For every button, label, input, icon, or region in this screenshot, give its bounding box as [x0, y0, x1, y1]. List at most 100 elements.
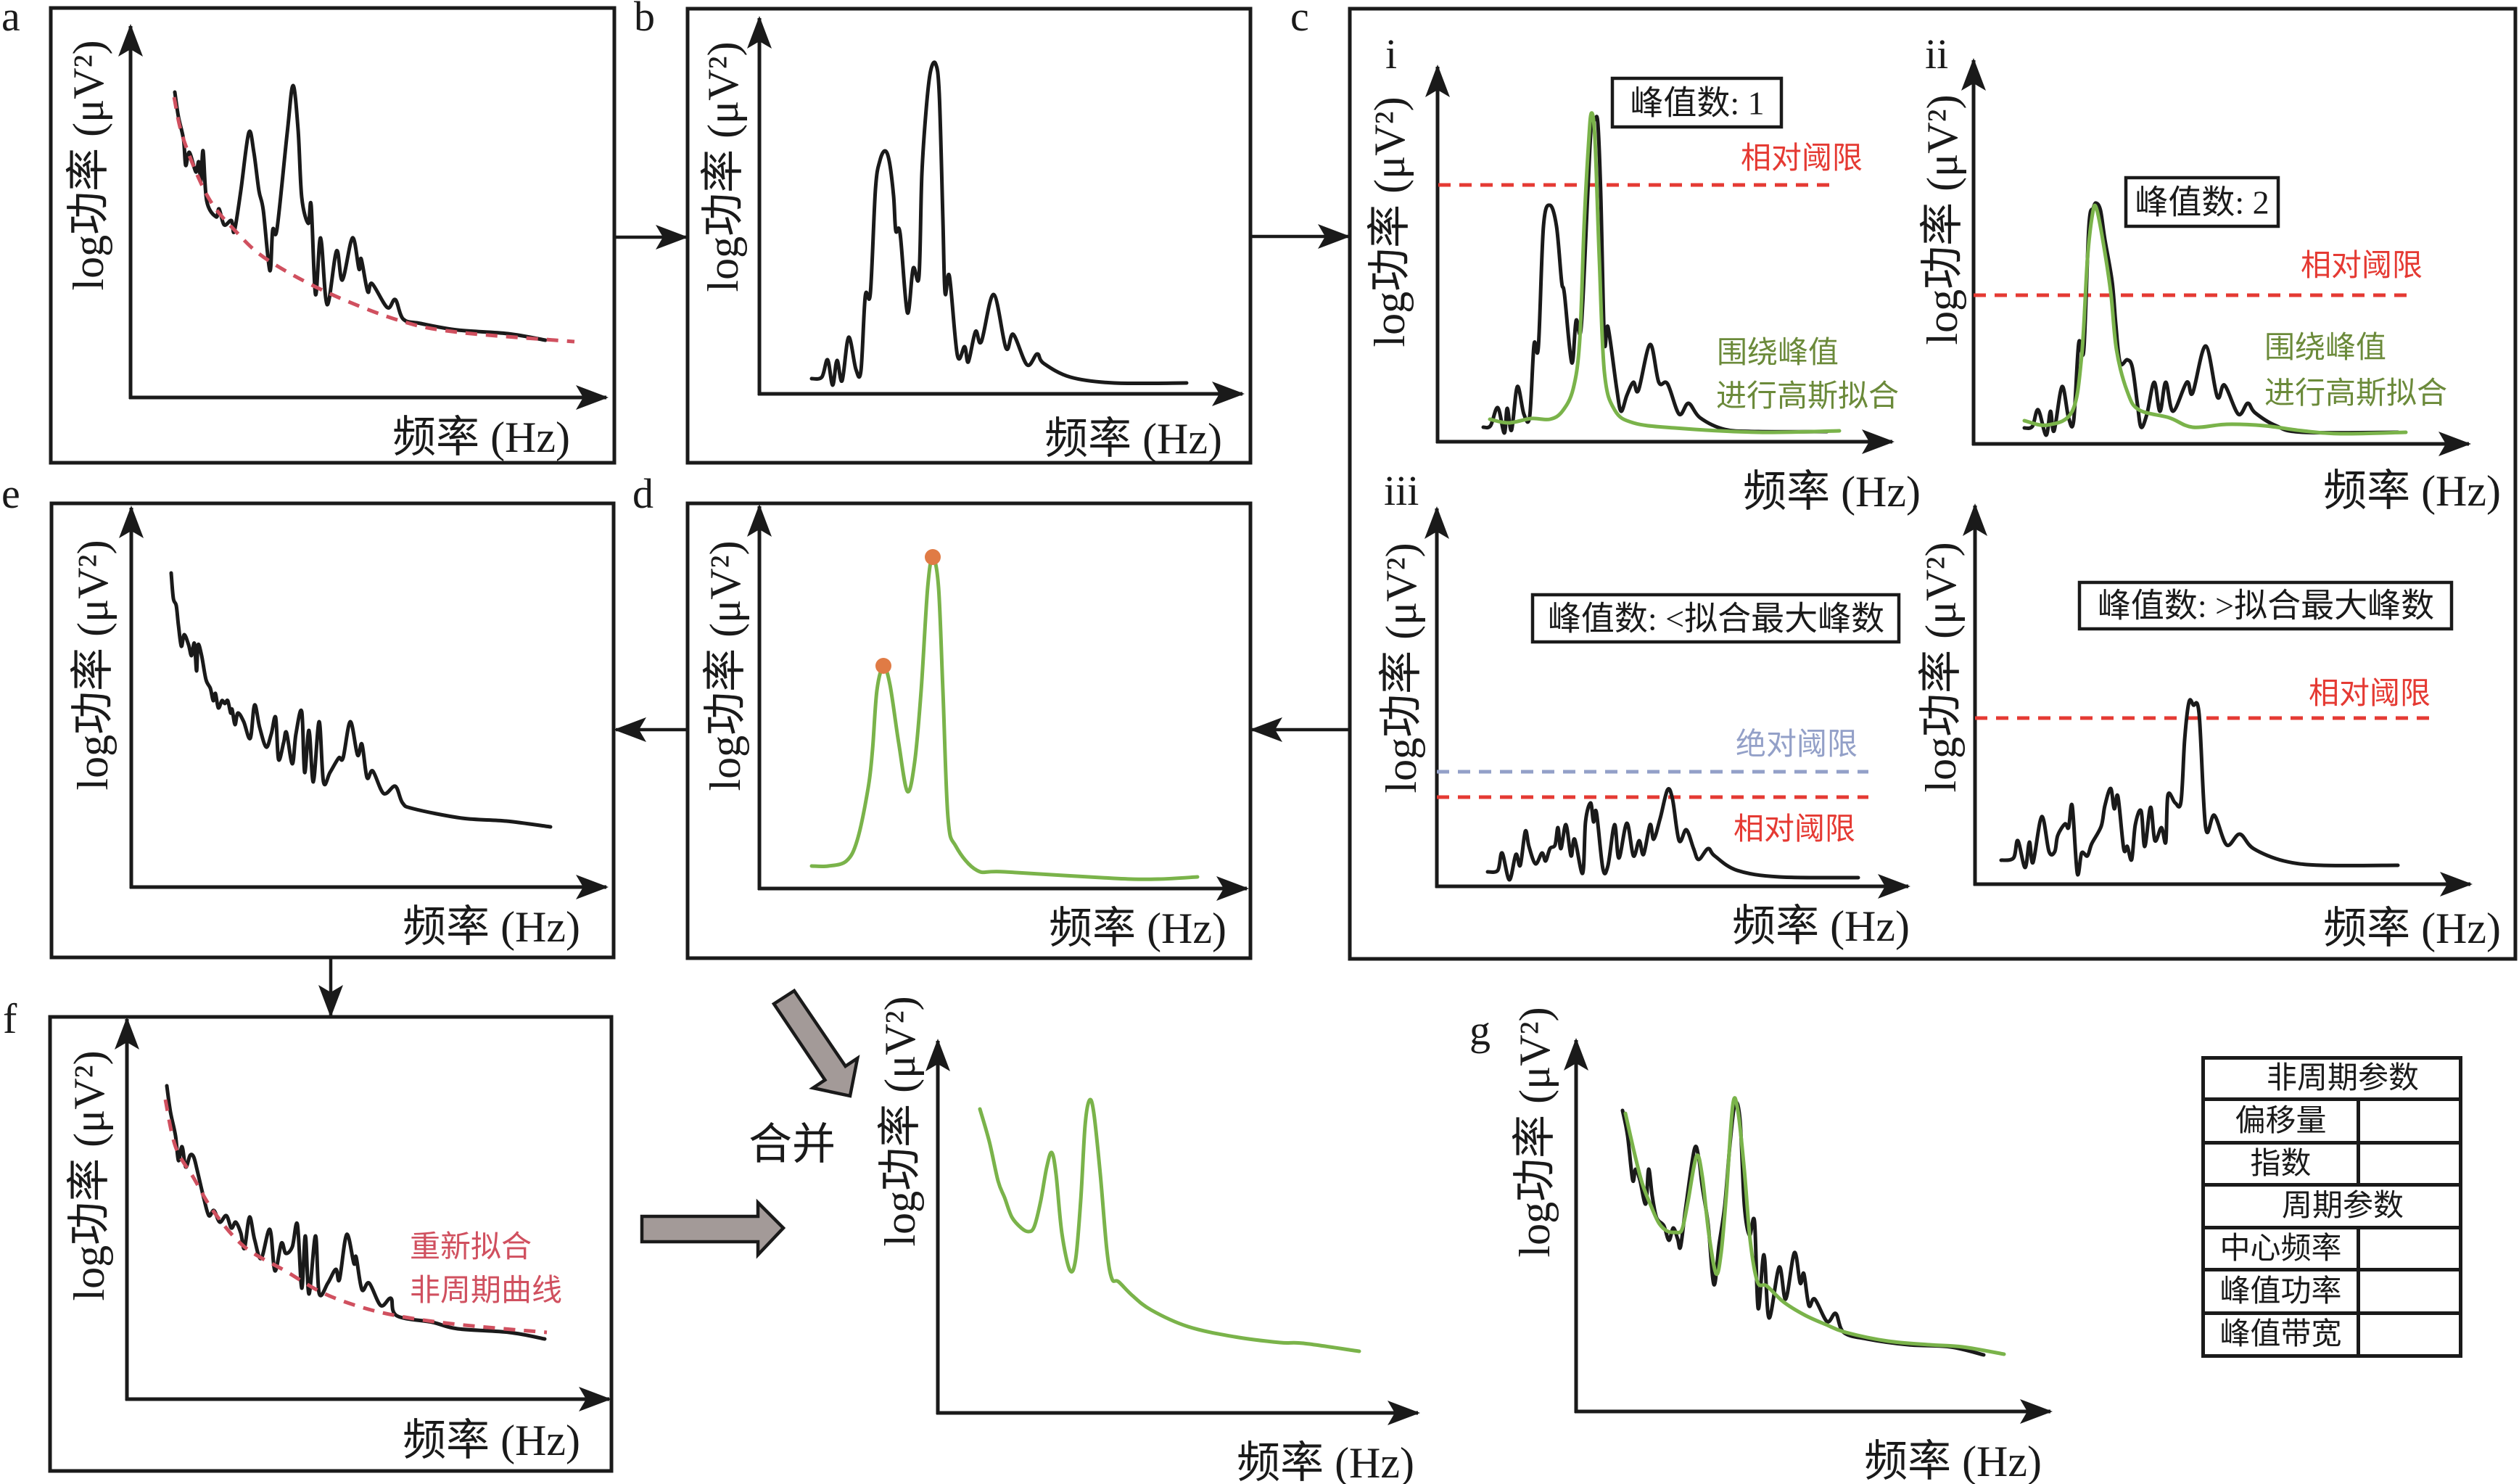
gaussian-fit-note-line1: 围绕峰值	[2264, 331, 2386, 365]
relative-threshold-label: 相对阈限	[2301, 250, 2423, 283]
table-row: 指数	[2201, 1141, 2463, 1187]
subpanel-c-iv: 频率 (Hz) log功率 (μV²) 相对阈限 峰值数: >拟合最大峰数	[1917, 503, 2501, 952]
panel-a: a 频率 (Hz) log功率 (μV²)	[1, 0, 617, 465]
peak-marker	[925, 549, 941, 565]
parameter-table: 非周期参数 偏移量 指数 周期参数 中心频率 峰值功率 峰值带宽	[2201, 1056, 2463, 1358]
param-value-center-frequency	[2356, 1226, 2463, 1271]
x-axis-label: 频率 (Hz)	[1732, 902, 1910, 950]
full-model-curve	[978, 1097, 1361, 1353]
param-value-exponent	[2356, 1141, 2463, 1187]
refit-note-line2: 非周期曲线	[410, 1274, 562, 1308]
flattened-spectrum-curve	[1999, 698, 2400, 877]
panel-d: d 频率 (Hz) log功率 (μV²)	[632, 470, 1253, 960]
x-axis-label: 频率 (Hz)	[1743, 468, 1921, 516]
panel-a-label: a	[1, 0, 20, 40]
peak-count-box	[1610, 76, 1784, 129]
param-name-center-frequency: 中心频率	[2201, 1226, 2360, 1271]
y-axis-label: log功率 (μV²)	[69, 540, 117, 790]
aperiodic-params-header: 非周期参数	[2201, 1056, 2463, 1101]
table-row: 偏移量	[2201, 1097, 2463, 1145]
subpanel-c-ii: ii 频率 (Hz) log功率 (μV²) 相对阈限 峰值数: 2 围绕峰值 …	[1918, 30, 2501, 515]
y-axis-label: log功率 (μV²)	[876, 996, 924, 1246]
absolute-threshold-label: 绝对阈限	[1736, 727, 1858, 762]
peak-count-text: 峰值数: 1	[1630, 85, 1764, 122]
x-axis-label: 频率 (Hz)	[403, 1417, 580, 1464]
flattened-spectrum-curve	[2022, 201, 2400, 437]
param-name-offset: 偏移量	[2201, 1097, 2360, 1145]
aperiodic-fit-curve	[172, 96, 575, 344]
x-axis-label: 频率 (Hz)	[1049, 904, 1226, 952]
panel-b: b 频率 (Hz) log功率 (μV²)	[634, 0, 1253, 465]
peak-count-text: 峰值数: <拟合最大峰数	[1548, 601, 1884, 638]
panel-d-label: d	[632, 470, 654, 517]
param-name-peak-bandwidth: 峰值带宽	[2201, 1311, 2360, 1358]
peak-marker	[875, 658, 891, 674]
panel-e: e 频率 (Hz) log功率 (μV²)	[1, 470, 616, 960]
gaussian-peaks-curve	[809, 556, 1200, 881]
flow-arrows	[318, 224, 1351, 1018]
peak-count-text: 峰值数: >拟合最大峰数	[2098, 588, 2434, 624]
gaussian-fit-note-line2: 进行高斯拟合	[1716, 380, 1899, 413]
gaussian-fit-curve	[2022, 203, 2408, 436]
y-axis-label: log功率 (μV²)	[1377, 543, 1425, 793]
x-axis-label: 频率 (Hz)	[403, 903, 580, 951]
relative-threshold-label: 相对阈限	[1741, 142, 1863, 176]
flattened-spectrum-curve	[1481, 115, 1829, 435]
y-axis-label: log功率 (μV²)	[1366, 96, 1414, 347]
flattened-spectrum-curve	[1485, 787, 1860, 882]
subpanel-c-iii: iii 频率 (Hz) log功率 (μV²) 绝对阈限 相对阈限 峰值数: <…	[1377, 467, 1910, 950]
model-fit-curve	[1623, 1096, 2006, 1356]
panel-b-label: b	[634, 0, 655, 40]
peak-count-text: 峰值数: 2	[2135, 184, 2269, 221]
relative-threshold-label: 相对阈限	[2309, 677, 2431, 711]
peak-removed-spectrum-curve	[165, 1084, 547, 1341]
table-row: 中心频率	[2201, 1226, 2463, 1271]
y-axis-label: log功率 (μV²)	[1511, 1007, 1559, 1257]
panel-e-label: e	[1, 470, 20, 517]
refit-note-line1: 重新拟合	[410, 1231, 532, 1264]
panel-g: g 频率 (Hz) log功率 (μV²)	[1469, 1007, 2053, 1484]
table-section-header: 非周期参数	[2201, 1056, 2463, 1101]
x-axis-label: 频率 (Hz)	[1044, 415, 1222, 463]
panel-f-label: f	[3, 995, 17, 1042]
panel-c-label: c	[1290, 0, 1309, 40]
param-name-exponent: 指数	[2201, 1141, 2360, 1187]
peak-count-box	[2124, 176, 2280, 228]
panel-f: f 频率 (Hz) log功率 (μV²) 重新拟合 非周期曲线	[3, 995, 614, 1473]
gaussian-fit-note-line1: 围绕峰值	[1717, 337, 1839, 370]
subpanel-ii-label: ii	[1925, 30, 1948, 78]
relative-threshold-label: 相对阈限	[1733, 813, 1855, 846]
subpanel-i-label: i	[1385, 30, 1397, 78]
x-axis-label: 频率 (Hz)	[392, 413, 570, 461]
param-value-peak-bandwidth	[2356, 1311, 2463, 1358]
subpanel-iii-label: iii	[1384, 467, 1419, 514]
horizontal-block-arrow-icon	[640, 1198, 786, 1259]
y-axis-label: log功率 (μV²)	[701, 540, 749, 791]
panel-c-frame	[1348, 7, 2518, 961]
gaussian-fit-curve	[1488, 111, 1842, 434]
panel-c: c i 频率 (Hz) log功率 (μV²) 相对阈限 峰值数: 1 围绕峰值…	[1290, 0, 2518, 961]
panel-e-frame	[49, 501, 616, 960]
merge-step: 合并	[640, 988, 860, 1259]
panel-merged: 频率 (Hz) log功率 (μV²)	[876, 996, 1420, 1484]
power-spectrum-curve	[173, 83, 548, 342]
merge-label: 合并	[749, 1121, 836, 1168]
gaussian-fit-note-line2: 进行高斯拟合	[2264, 377, 2447, 411]
x-axis-label: 频率 (Hz)	[2323, 904, 2501, 952]
param-value-peak-power	[2356, 1268, 2463, 1315]
x-axis-label: 频率 (Hz)	[2323, 467, 2501, 515]
param-value-offset	[2356, 1097, 2463, 1145]
x-axis-label: 频率 (Hz)	[1237, 1439, 1414, 1484]
y-axis-label: log功率 (μV²)	[1918, 94, 1966, 345]
y-axis-label: log功率 (μV²)	[65, 40, 112, 290]
original-spectrum-curve	[1620, 1100, 1986, 1357]
diagonal-block-arrow-icon	[771, 988, 860, 1098]
table-row: 峰值功率	[2201, 1268, 2463, 1315]
peak-count-box	[1530, 593, 1901, 644]
periodic-params-header: 周期参数	[2201, 1183, 2463, 1229]
flattened-spectrum-curve	[809, 60, 1189, 387]
y-axis-label: log功率 (μV²)	[699, 41, 747, 292]
panel-g-label: g	[1469, 1007, 1491, 1054]
peak-count-box	[2077, 580, 2454, 631]
